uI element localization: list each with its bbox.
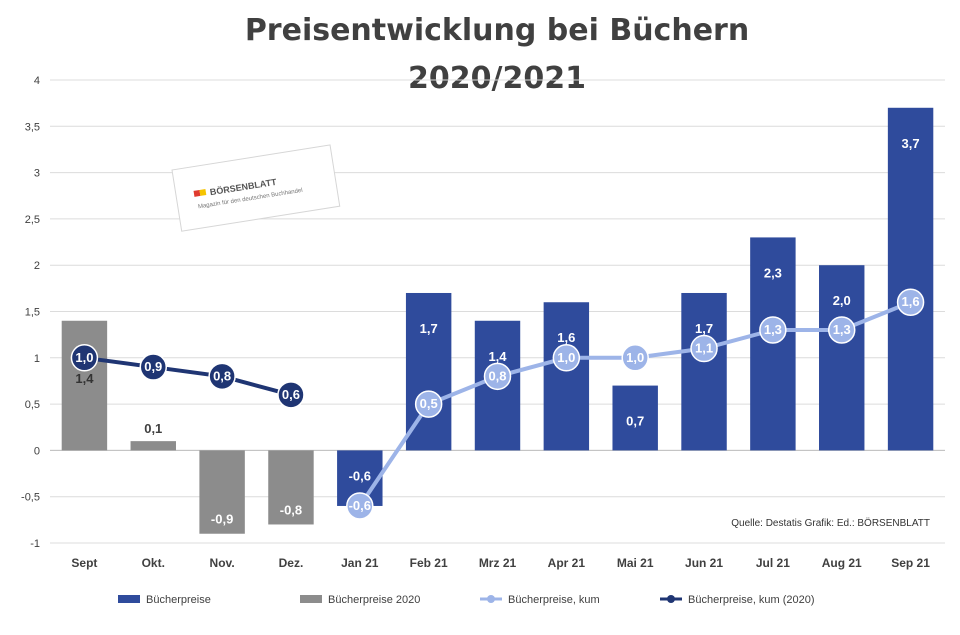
data-label: 0,1 bbox=[144, 421, 162, 436]
x-category-label: Mai 21 bbox=[617, 556, 654, 570]
legend-marker bbox=[487, 595, 495, 603]
line-point bbox=[621, 344, 649, 372]
line-point bbox=[208, 362, 236, 391]
x-category-label: Jan 21 bbox=[341, 556, 379, 570]
data-label: 1,4 bbox=[488, 349, 507, 364]
line-point bbox=[139, 353, 168, 381]
y-tick-label: 1,5 bbox=[25, 307, 40, 319]
data-label: -0,9 bbox=[211, 512, 233, 527]
bar bbox=[268, 450, 314, 525]
y-tick-label: 3 bbox=[34, 168, 40, 180]
bars bbox=[61, 107, 934, 534]
data-label: 2,3 bbox=[764, 265, 782, 280]
x-axis-categories: Sept Okt. Nov. Dez. Jan 21 Feb 21 Mrz 21 Apr 21… bbox=[71, 556, 930, 570]
line-point bbox=[277, 381, 305, 409]
bar bbox=[199, 450, 245, 534]
point-label: 0,8 bbox=[488, 368, 506, 383]
point-label: -0,6 bbox=[349, 498, 371, 513]
logo-mark-red bbox=[193, 189, 201, 197]
data-label: 1,7 bbox=[695, 321, 713, 336]
point-label: 1,1 bbox=[695, 341, 713, 356]
legend: Bücherpreise Bücherpreise 2020 Bücherpreis… bbox=[118, 594, 815, 606]
y-tick-label: 1 bbox=[34, 353, 40, 365]
line-point bbox=[690, 334, 718, 363]
y-tick-label: 2 bbox=[34, 260, 40, 272]
data-label: 3,7 bbox=[902, 136, 920, 151]
x-category-label: Jul 21 bbox=[756, 556, 790, 570]
line-point bbox=[414, 390, 443, 418]
logo-mark-yellow bbox=[199, 189, 207, 196]
source-note: Quelle: Destatis Grafik: Ed.: BÖRSENBLAT… bbox=[731, 517, 930, 529]
y-tick-label: 4 bbox=[34, 75, 40, 87]
y-tick-label: -0,5 bbox=[21, 492, 40, 504]
data-label: 0,7 bbox=[626, 414, 644, 429]
y-tick-label: -1 bbox=[30, 538, 40, 550]
point-label: 1,0 bbox=[626, 350, 644, 365]
bar bbox=[887, 107, 934, 451]
data-label: -0,6 bbox=[349, 468, 371, 483]
bar bbox=[61, 320, 108, 451]
y-axis-ticks: 4 3,5 3 2,5 2 1,5 1 0,5 0 -0,5 -1 bbox=[21, 75, 40, 550]
line-point bbox=[70, 344, 99, 372]
bar bbox=[681, 292, 727, 451]
x-category-label: Jun 21 bbox=[685, 556, 723, 570]
bar bbox=[130, 441, 176, 451]
point-label: 0,8 bbox=[213, 368, 231, 383]
data-label: 1,4 bbox=[75, 371, 94, 386]
point-label: 1,6 bbox=[902, 294, 920, 309]
legend-swatch bbox=[300, 595, 322, 603]
y-tick-label: 2,5 bbox=[25, 214, 40, 226]
point-label: 0,9 bbox=[144, 359, 162, 374]
y-tick-label: 0,5 bbox=[25, 399, 40, 411]
legend-marker bbox=[667, 595, 675, 603]
line-point bbox=[346, 492, 374, 520]
x-category-label: Sep 21 bbox=[891, 556, 930, 570]
bar bbox=[612, 385, 658, 451]
point-label: 0,5 bbox=[420, 396, 438, 411]
data-label: 2,0 bbox=[833, 293, 851, 308]
line-point bbox=[827, 316, 856, 344]
bar bbox=[543, 302, 590, 451]
logo-card: BÖRSENBLATT Magazin für den deutschen Bu… bbox=[171, 144, 341, 232]
data-label: 1,7 bbox=[420, 321, 438, 336]
x-category-label: Aug 21 bbox=[822, 556, 862, 570]
bar bbox=[750, 237, 796, 451]
x-category-label: Sept bbox=[71, 556, 97, 570]
x-category-label: Mrz 21 bbox=[479, 556, 517, 570]
point-label: 1,0 bbox=[557, 350, 575, 365]
point-label: 1,3 bbox=[764, 322, 782, 337]
logo-card-background bbox=[171, 144, 341, 232]
point-label: 0,6 bbox=[282, 387, 300, 402]
line-point bbox=[483, 362, 512, 391]
legend-label: Bücherpreise 2020 bbox=[328, 594, 420, 606]
series-line bbox=[84, 355, 292, 397]
legend-label: Bücherpreise bbox=[146, 594, 211, 606]
line-point bbox=[896, 288, 925, 316]
x-category-label: Apr 21 bbox=[548, 556, 586, 570]
legend-swatch bbox=[118, 595, 140, 603]
y-tick-label: 3,5 bbox=[25, 121, 40, 133]
x-category-label: Nov. bbox=[210, 556, 235, 570]
data-labels: -0,6 1,7 1,4 1,6 0,7 1,7 2,3 2,0 3,7 1,4 0,1 -0,9 -0… bbox=[75, 136, 919, 527]
x-category-label: Dez. bbox=[279, 556, 304, 570]
line-point bbox=[552, 344, 581, 372]
y-tick-label: 0 bbox=[34, 445, 40, 457]
chart-title-line-2: 2020/2021 bbox=[408, 61, 586, 96]
chart-title-line-1: Preisentwicklung bei Büchern bbox=[245, 13, 749, 48]
data-label: -0,8 bbox=[280, 502, 302, 517]
point-label: 1,3 bbox=[833, 322, 851, 337]
x-category-label: Okt. bbox=[142, 556, 165, 570]
data-label: 1,6 bbox=[557, 330, 575, 345]
x-category-label: Feb 21 bbox=[410, 556, 448, 570]
line-point bbox=[759, 316, 787, 344]
legend-label: Bücherpreise, kum (2020) bbox=[688, 594, 815, 606]
lines: -0,6 0,5 0,8 1,0 1,0 1,1 1,3 1,3 1,6 1,0 0,9 0,8 0,6 bbox=[70, 288, 925, 520]
legend-label: Bücherpreise, kum bbox=[508, 594, 600, 606]
point-label: 1,0 bbox=[75, 350, 93, 365]
bar bbox=[819, 265, 865, 451]
